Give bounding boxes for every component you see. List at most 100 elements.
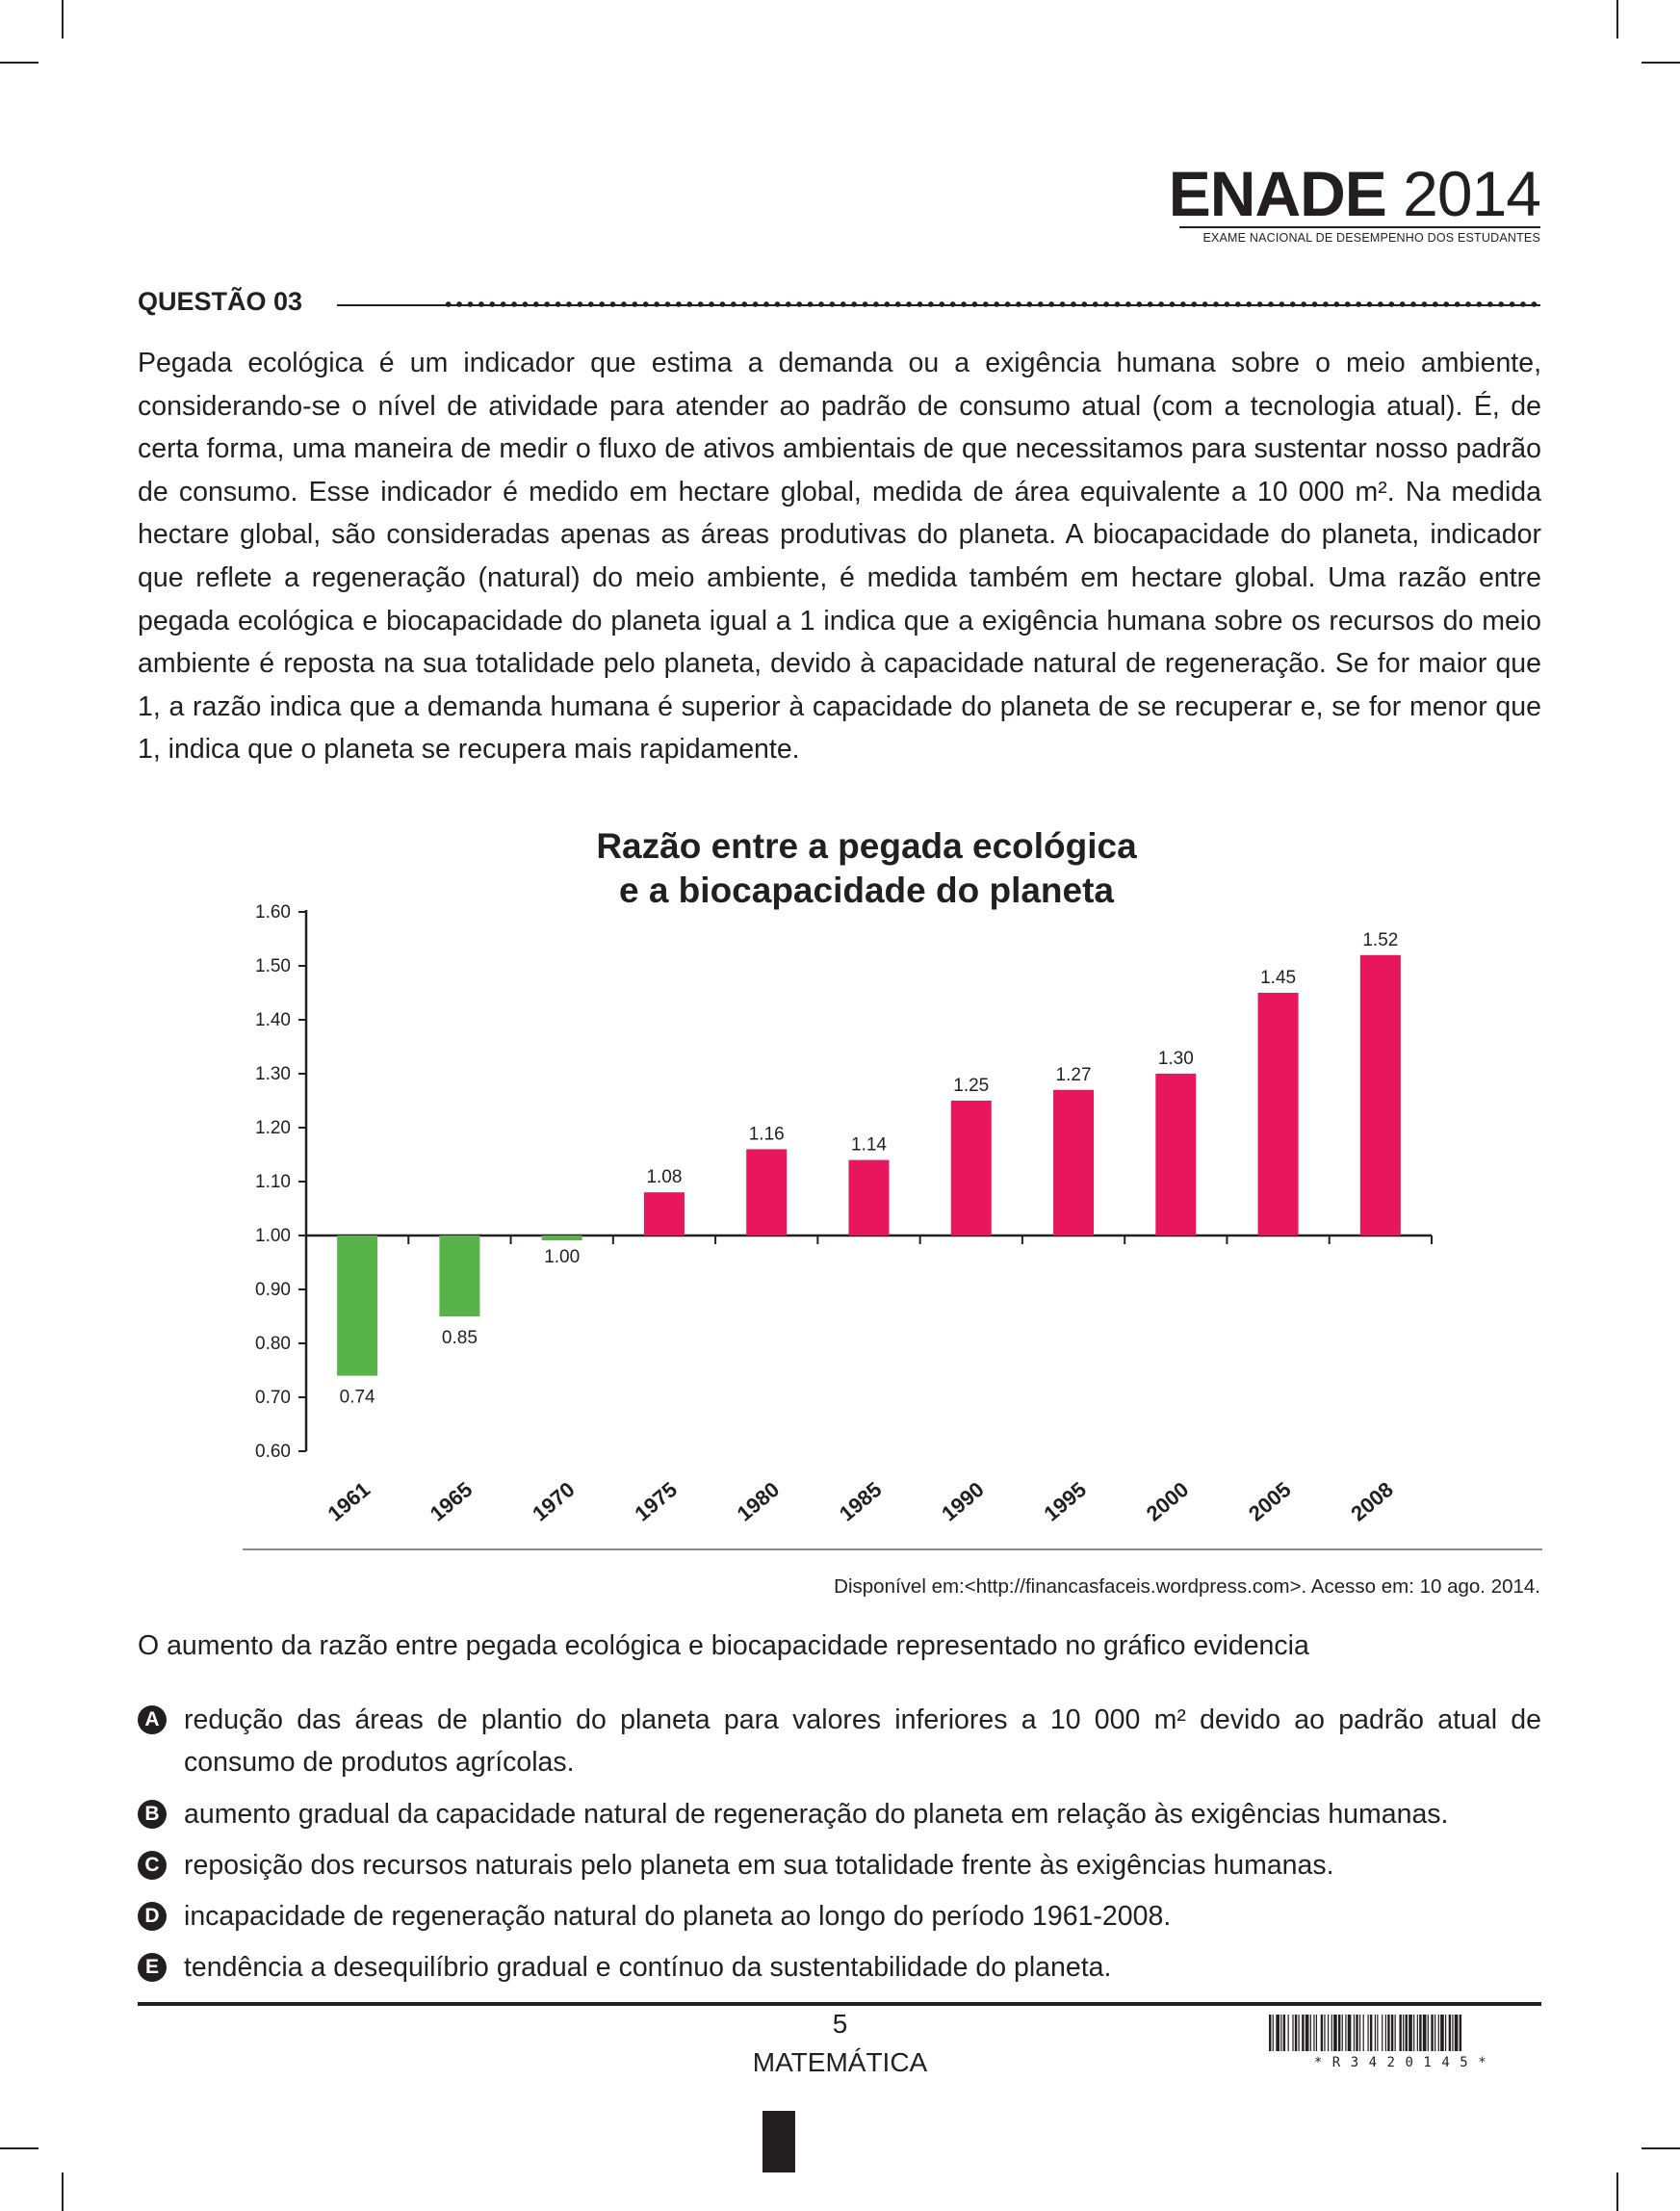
crop-mark xyxy=(1616,0,1618,39)
barcode-bar xyxy=(1454,2015,1459,2051)
option-a[interactable]: A redução das áreas de plantio do planet… xyxy=(138,1699,1541,1783)
question-text: Pegada ecológica é um indicador que esti… xyxy=(138,348,1541,766)
barcode-bar xyxy=(1452,2015,1454,2051)
option-letter-e: E xyxy=(138,1953,167,1982)
source-divider xyxy=(243,1548,1542,1550)
bar xyxy=(746,1149,788,1236)
barcode-bar xyxy=(1315,2015,1318,2051)
option-letter-d: D xyxy=(138,1902,167,1931)
data-label: 1.14 xyxy=(851,1135,887,1156)
barcode-bar xyxy=(1287,2015,1289,2051)
barcode-bar xyxy=(1434,2015,1436,2051)
barcode-bar xyxy=(1419,2015,1422,2051)
question-stem: O aumento da razão entre pegada ecológic… xyxy=(138,1630,1309,1661)
barcode-bar xyxy=(1377,2015,1379,2051)
option-letter-c: C xyxy=(138,1851,167,1880)
bar xyxy=(541,1236,582,1240)
bar xyxy=(848,1159,890,1236)
barcode-bar xyxy=(1413,2015,1415,2051)
page-number: 5 xyxy=(832,2009,848,2039)
data-label: 1.08 xyxy=(646,1167,682,1187)
option-e-text: tendência a desequilíbrio gradual e cont… xyxy=(184,1952,1112,1983)
barcode-text: *R3420145* xyxy=(1313,2055,1497,2070)
bar-chart: 0.60 0.70 0.80 0.90 1.00 1.10 1.20 1.30 1.40 1.50… xyxy=(255,902,1433,1526)
data-label: 1.27 xyxy=(1056,1065,1092,1085)
barcode-bar xyxy=(1276,2015,1279,2051)
barcode-bar xyxy=(1394,2015,1396,2051)
x-tick-label: 1980 xyxy=(733,1477,785,1526)
y-tick-label: 1.60 xyxy=(255,902,291,923)
barcode-bar xyxy=(1445,2015,1447,2051)
barcode-bar xyxy=(1358,2015,1361,2051)
question-title: QUESTÃO 03 xyxy=(138,287,303,316)
barcode-bar xyxy=(1331,2015,1332,2051)
barcode-bar xyxy=(1298,2015,1300,2051)
option-letter-a: A xyxy=(138,1705,167,1734)
barcode-bar xyxy=(1294,2015,1298,2051)
crop-mark xyxy=(1641,62,1680,64)
bar xyxy=(1359,954,1401,1236)
barcode xyxy=(1269,2015,1462,2051)
barcode-bar xyxy=(1356,2015,1358,2051)
y-tick-label: 0.90 xyxy=(255,1280,291,1300)
data-label: 1.16 xyxy=(749,1124,785,1144)
chart-title-line1: Razão entre a pegada ecológica xyxy=(596,826,1137,866)
barcode-bar xyxy=(1390,2015,1394,2051)
source-citation: Disponível em:<http://financasfaceis.wor… xyxy=(834,1575,1540,1598)
exam-logo: ENADE 2014 xyxy=(1169,162,1541,225)
x-tick-label: 1985 xyxy=(835,1477,887,1526)
crop-mark xyxy=(0,2147,39,2149)
chart-title-line2: e a biocapacidade do planeta xyxy=(618,871,1115,910)
barcode-bar xyxy=(1337,2015,1341,2051)
subject-label: MATEMÁTICA xyxy=(752,2047,928,2077)
option-e[interactable]: E tendência a desequilíbrio gradual e co… xyxy=(138,1946,1541,1989)
barcode-bar xyxy=(1437,2015,1439,2051)
y-tick-label: 1.20 xyxy=(255,1118,291,1138)
option-b[interactable]: B aumento gradual da capacidade natural … xyxy=(138,1793,1541,1835)
y-tick-label: 0.70 xyxy=(255,1388,291,1408)
x-tick-label: 1995 xyxy=(1039,1477,1091,1526)
brand-name: ENADE xyxy=(1168,158,1387,229)
barcode-bar xyxy=(1416,2015,1418,2051)
barcode-bar xyxy=(1341,2015,1343,2051)
data-label: 1.45 xyxy=(1260,968,1296,988)
barcode-bar xyxy=(1272,2015,1274,2051)
barcode-bar xyxy=(1374,2015,1377,2051)
barcode-bar xyxy=(1328,2015,1330,2051)
barcode-bar xyxy=(1282,2015,1286,2051)
bar xyxy=(643,1192,685,1236)
option-c[interactable]: C reposição dos recursos naturais pelo p… xyxy=(138,1844,1541,1886)
brand-year: 2014 xyxy=(1403,158,1541,229)
x-tick-label: 2000 xyxy=(1142,1477,1194,1526)
crop-mark xyxy=(62,2172,64,2211)
x-tick-label: 2008 xyxy=(1346,1477,1398,1526)
barcode-bar xyxy=(1409,2015,1412,2051)
barcode-bar xyxy=(1382,2015,1383,2051)
y-tick-label: 1.30 xyxy=(255,1064,291,1084)
option-b-text: aumento gradual da capacidade natural de… xyxy=(184,1799,1449,1830)
barcode-bar xyxy=(1399,2015,1402,2051)
barcode-bar xyxy=(1459,2015,1462,2051)
barcode-bar xyxy=(1440,2015,1444,2051)
bar xyxy=(1155,1074,1197,1236)
x-tick-label: 1975 xyxy=(630,1477,682,1526)
barcode-bar xyxy=(1422,2015,1427,2051)
brand-subtitle: EXAME NACIONAL DE DESEMPENHO DOS ESTUDAN… xyxy=(1202,231,1540,245)
crop-mark xyxy=(62,0,64,39)
barcode-bar xyxy=(1292,2015,1294,2051)
barcode-bar xyxy=(1320,2015,1324,2051)
barcode-bar xyxy=(1324,2015,1326,2051)
x-tick-label: 1990 xyxy=(937,1477,989,1526)
option-d[interactable]: D incapacidade de regeneração natural do… xyxy=(138,1895,1541,1938)
y-tick-label: 1.50 xyxy=(255,956,291,976)
y-tick-label: 1.00 xyxy=(255,1226,291,1246)
crop-mark xyxy=(1616,2172,1618,2211)
bar xyxy=(337,1236,378,1376)
barcode-bar xyxy=(1302,2015,1305,2051)
option-a-text: redução das áreas de plantio do planeta … xyxy=(184,1704,1541,1778)
chart-title: Razão entre a pegada ecológica e a bioca… xyxy=(544,824,1189,913)
title-dots xyxy=(443,300,1540,308)
barcode-bar xyxy=(1269,2015,1272,2051)
barcode-bar xyxy=(1427,2015,1429,2051)
barcode-bar xyxy=(1353,2015,1356,2051)
